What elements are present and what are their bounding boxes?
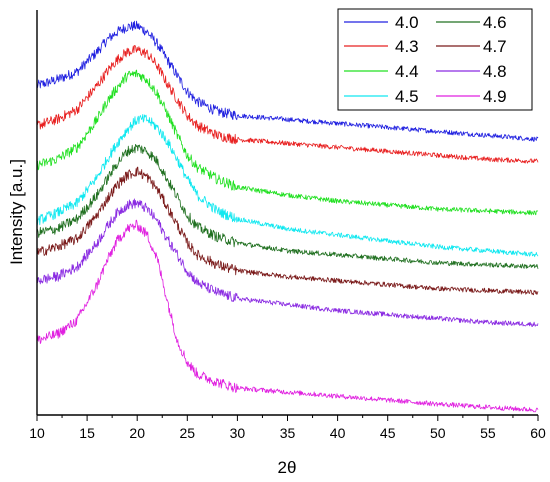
x-tick-label: 40	[330, 425, 346, 441]
x-tick-label: 60	[530, 425, 546, 441]
x-tick-label: 55	[480, 425, 496, 441]
legend: 4.0 4.3 4.4 4.5 4.6 4.7 4.8 4.9	[337, 8, 533, 111]
series-line	[37, 166, 539, 296]
legend-label: 4.0	[395, 13, 419, 32]
x-tick-label: 35	[280, 425, 296, 441]
legend-label: 4.5	[395, 87, 419, 106]
series-line	[36, 144, 539, 269]
x-tick-label: 45	[380, 425, 396, 441]
x-tick-label: 30	[230, 425, 246, 441]
x-axis-title: 2θ	[278, 458, 297, 477]
legend-label: 4.6	[483, 13, 507, 32]
x-tick-label: 20	[129, 425, 145, 441]
x-tick-label: 50	[430, 425, 446, 441]
legend-box	[337, 8, 533, 111]
legend-label: 4.9	[483, 87, 507, 106]
legend-label: 4.8	[483, 62, 507, 81]
series-line	[36, 114, 539, 258]
legend-label: 4.3	[395, 37, 419, 56]
series-layer	[36, 20, 539, 413]
legend-label: 4.4	[395, 62, 419, 81]
series-line	[36, 20, 539, 142]
series-line	[36, 69, 539, 216]
series-line	[36, 198, 539, 327]
x-tick-label: 25	[180, 425, 196, 441]
x-ticks: 10 15 20 25 30 35 40 45 50 55 60	[29, 415, 546, 441]
x-tick-label: 10	[29, 425, 45, 441]
legend-label: 4.7	[483, 37, 507, 56]
x-tick-label: 15	[79, 425, 95, 441]
series-line	[36, 219, 539, 413]
y-axis-title: Intensity [a.u.]	[7, 159, 26, 265]
series-line	[36, 45, 539, 164]
